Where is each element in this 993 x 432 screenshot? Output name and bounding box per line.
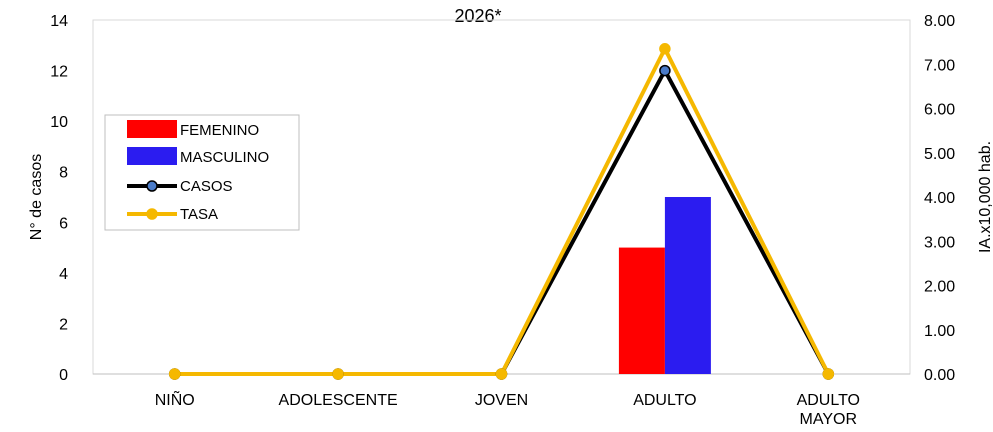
legend-label-masculino: MASCULINO (180, 149, 269, 166)
legend-swatch-masculino (127, 147, 177, 165)
x-tick-label: ADULTO (633, 392, 696, 409)
y-tick-label: 14 (50, 13, 68, 30)
legend-marker-casos (146, 180, 158, 192)
y2-tick-label: 1.00 (924, 323, 955, 340)
legend: FEMENINO MASCULINO CASOS TASA (104, 114, 300, 231)
x-tick-label: NIÑO (155, 389, 195, 409)
y2-tick-label: 0.00 (924, 367, 955, 384)
y2-tick-label: 8.00 (924, 13, 955, 30)
bar-femenino (618, 247, 665, 374)
y2-tick-label: 5.00 (924, 146, 955, 163)
y-axis-label: N° de casos (28, 154, 45, 240)
y2-axis-label: IA.x10,000 hab. (977, 141, 993, 253)
legend-label-casos: CASOS (180, 178, 233, 195)
x-tick-label: JOVEN (475, 392, 528, 409)
point-tasa (659, 43, 671, 55)
x-tick-label: ADOLESCENTE (279, 392, 398, 409)
y2-tick-label: 2.00 (924, 279, 955, 296)
y2-tick-label: 7.00 (924, 57, 955, 74)
point-tasa (168, 368, 181, 380)
point-tasa (332, 368, 344, 380)
point-tasa (495, 368, 508, 380)
legend-swatch-femenino (127, 120, 177, 138)
y-tick-label: 0 (59, 367, 68, 384)
y2-tick-label: 4.00 (924, 190, 955, 207)
y-tick-label: 2 (59, 316, 68, 333)
y-tick-label: 12 (50, 64, 68, 81)
y2-tick-label: 6.00 (924, 102, 955, 119)
y-tick-label: 8 (59, 165, 68, 182)
legend-marker-tasa (146, 208, 158, 220)
y2-tick-label: 3.00 (924, 234, 955, 251)
y-tick-label: 4 (59, 266, 68, 283)
point-tasa (822, 368, 835, 380)
y-tick-label: 6 (59, 215, 68, 232)
legend-label-femenino: FEMENINO (180, 122, 259, 139)
point-casos (659, 64, 671, 77)
y-tick-label: 10 (50, 114, 68, 131)
chart-title-fragment: 2026* (454, 6, 501, 26)
bar-masculino (664, 197, 711, 374)
x-tick-label: ADULTO MAYOR (797, 392, 860, 428)
legend-label-tasa: TASA (180, 206, 218, 223)
